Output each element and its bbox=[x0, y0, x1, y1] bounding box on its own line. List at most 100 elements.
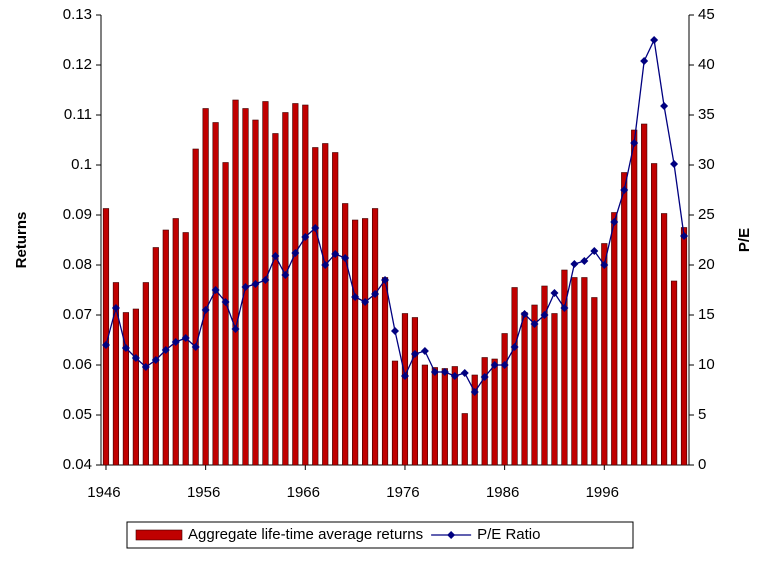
marker bbox=[680, 232, 689, 240]
bar bbox=[651, 163, 658, 466]
bar bbox=[461, 413, 468, 466]
bar bbox=[122, 312, 130, 466]
y-tick-label: 0.12 bbox=[63, 56, 92, 73]
bar bbox=[561, 269, 568, 466]
y-axis-title: Returns bbox=[13, 212, 30, 269]
y-tick-label: 0.1 bbox=[71, 156, 92, 173]
bar bbox=[401, 313, 409, 466]
marker bbox=[550, 289, 559, 297]
marker bbox=[261, 276, 270, 284]
marker bbox=[241, 283, 250, 291]
bar bbox=[252, 119, 259, 466]
bar bbox=[312, 147, 319, 466]
y2-tick-label: 40 bbox=[698, 56, 715, 73]
legend-swatch bbox=[135, 529, 183, 541]
bar bbox=[581, 277, 588, 466]
marker bbox=[560, 304, 569, 312]
marker bbox=[490, 361, 499, 369]
marker bbox=[600, 261, 609, 269]
marker bbox=[470, 388, 479, 396]
bar bbox=[511, 287, 518, 466]
marker bbox=[271, 252, 280, 260]
marker bbox=[640, 57, 649, 65]
bar bbox=[362, 218, 369, 466]
bar bbox=[282, 112, 289, 466]
marker bbox=[361, 298, 370, 306]
marker bbox=[620, 186, 629, 194]
y2-tick-label: 25 bbox=[698, 206, 715, 223]
bar bbox=[441, 368, 448, 466]
marker bbox=[660, 102, 669, 110]
marker bbox=[221, 298, 230, 306]
bar bbox=[292, 103, 299, 466]
bar bbox=[501, 333, 508, 466]
bar bbox=[611, 212, 618, 466]
marker bbox=[460, 369, 469, 377]
marker bbox=[610, 218, 619, 226]
y-tick-label: 0.13 bbox=[63, 6, 92, 23]
marker bbox=[121, 344, 130, 352]
bar bbox=[621, 172, 628, 466]
bar bbox=[471, 374, 478, 466]
bar bbox=[551, 313, 558, 466]
bar bbox=[112, 282, 120, 466]
marker bbox=[231, 325, 240, 333]
y2-tick-label: 0 bbox=[698, 456, 706, 473]
marker bbox=[301, 233, 310, 241]
marker bbox=[430, 368, 439, 376]
legend-box bbox=[126, 521, 634, 549]
bar bbox=[670, 280, 678, 466]
y-tick-label: 0.07 bbox=[63, 306, 92, 323]
bar bbox=[571, 277, 578, 466]
marker bbox=[510, 343, 519, 351]
y-tick-label: 0.11 bbox=[64, 106, 92, 123]
y2-tick-label: 35 bbox=[698, 106, 715, 123]
y-tick-label: 0.05 bbox=[63, 406, 92, 423]
bar bbox=[132, 308, 139, 466]
bar bbox=[421, 364, 428, 466]
marker bbox=[670, 160, 679, 168]
bar bbox=[411, 317, 419, 466]
marker bbox=[410, 350, 419, 358]
bar bbox=[342, 203, 349, 466]
bar bbox=[631, 129, 638, 466]
marker bbox=[420, 347, 429, 355]
bar bbox=[481, 357, 488, 466]
bar bbox=[521, 312, 528, 466]
bar bbox=[451, 366, 458, 466]
marker bbox=[311, 224, 320, 232]
legend-label: Aggregate life-time average returns bbox=[188, 526, 423, 543]
marker bbox=[211, 286, 220, 294]
bar bbox=[641, 123, 648, 466]
y-tick-label: 0.06 bbox=[63, 356, 92, 373]
marker bbox=[381, 276, 390, 284]
bar bbox=[142, 282, 149, 466]
x-tick-label: 1976 bbox=[386, 484, 419, 501]
bar bbox=[371, 208, 379, 466]
bar bbox=[322, 143, 329, 466]
bar bbox=[680, 227, 688, 466]
marker bbox=[101, 341, 110, 349]
y2-tick-label: 30 bbox=[698, 156, 715, 173]
bar bbox=[332, 152, 339, 466]
x-tick-label: 1966 bbox=[287, 484, 320, 501]
marker bbox=[371, 290, 380, 298]
marker bbox=[480, 373, 489, 381]
marker bbox=[161, 346, 170, 354]
marker bbox=[321, 261, 330, 269]
marker bbox=[171, 338, 180, 346]
marker bbox=[530, 320, 539, 328]
marker bbox=[500, 361, 509, 369]
marker bbox=[341, 254, 350, 262]
bar bbox=[352, 219, 359, 466]
marker bbox=[440, 368, 449, 376]
bar bbox=[660, 213, 668, 466]
marker bbox=[391, 327, 399, 335]
x-tick-label: 1996 bbox=[586, 484, 619, 501]
bar bbox=[232, 99, 239, 466]
marker bbox=[450, 372, 459, 380]
x-tick-label: 1946 bbox=[87, 484, 120, 501]
bar bbox=[222, 162, 229, 466]
marker bbox=[650, 36, 659, 44]
